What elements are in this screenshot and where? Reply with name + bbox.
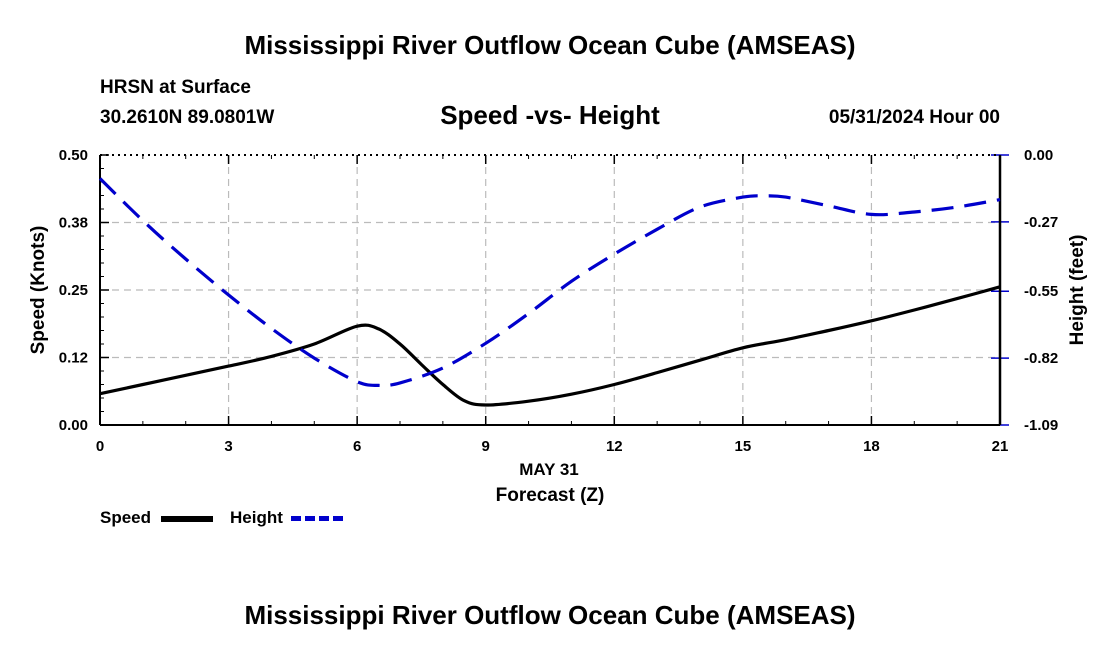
legend-speed-label: Speed: [100, 508, 152, 527]
y-left-tick-label: 0.00: [59, 417, 88, 434]
y-right-tick-label: -0.82: [1024, 350, 1058, 367]
height-series-line: [98, 177, 1001, 388]
x-tick-label: 21: [992, 438, 1009, 455]
y-right-tick-label: -0.55: [1024, 283, 1058, 300]
y-left-axis-title: Speed (Knots): [28, 226, 49, 355]
x-tick-label: 6: [353, 438, 361, 455]
x-tick-label: 18: [863, 438, 880, 455]
x-tick-label: 15: [735, 438, 752, 455]
x-axis-title: Forecast (Z): [496, 485, 605, 506]
y-right-axis-title: Height (feet): [1067, 235, 1088, 346]
y-left-tick-label: 0.12: [59, 350, 88, 367]
footer-title: Mississippi River Outflow Ocean Cube (AM…: [244, 600, 856, 630]
x-tick-label: 12: [606, 438, 623, 455]
y-right-tick-label: -0.27: [1024, 214, 1058, 231]
y-right-tick-label: 0.00: [1024, 147, 1053, 164]
legend-speed-swatch: [161, 516, 213, 522]
legend-height-swatch: [291, 516, 343, 521]
y-left-tick-label: 0.50: [59, 147, 88, 164]
y-right-tick-label: -1.09: [1024, 417, 1058, 434]
datetime-label: 05/31/2024 Hour 00: [828, 107, 1000, 128]
x-tick-label: 3: [224, 438, 232, 455]
speed-series-line: [99, 285, 1001, 407]
x-tick-label: 9: [482, 438, 490, 455]
x-tick-label: 0: [96, 438, 104, 455]
station-label: HRSN at Surface: [100, 77, 251, 98]
y-left-tick-label: 0.25: [59, 282, 88, 299]
coordinates-label: 30.2610N 89.0801W: [100, 107, 275, 128]
y-left-tick-label: 0.38: [59, 215, 88, 232]
chart-subtitle: Speed -vs- Height: [440, 100, 660, 130]
chart-title: Mississippi River Outflow Ocean Cube (AM…: [244, 30, 856, 60]
legend-height-label: Height: [230, 508, 283, 527]
x-axis-date-label: MAY 31: [519, 460, 579, 479]
